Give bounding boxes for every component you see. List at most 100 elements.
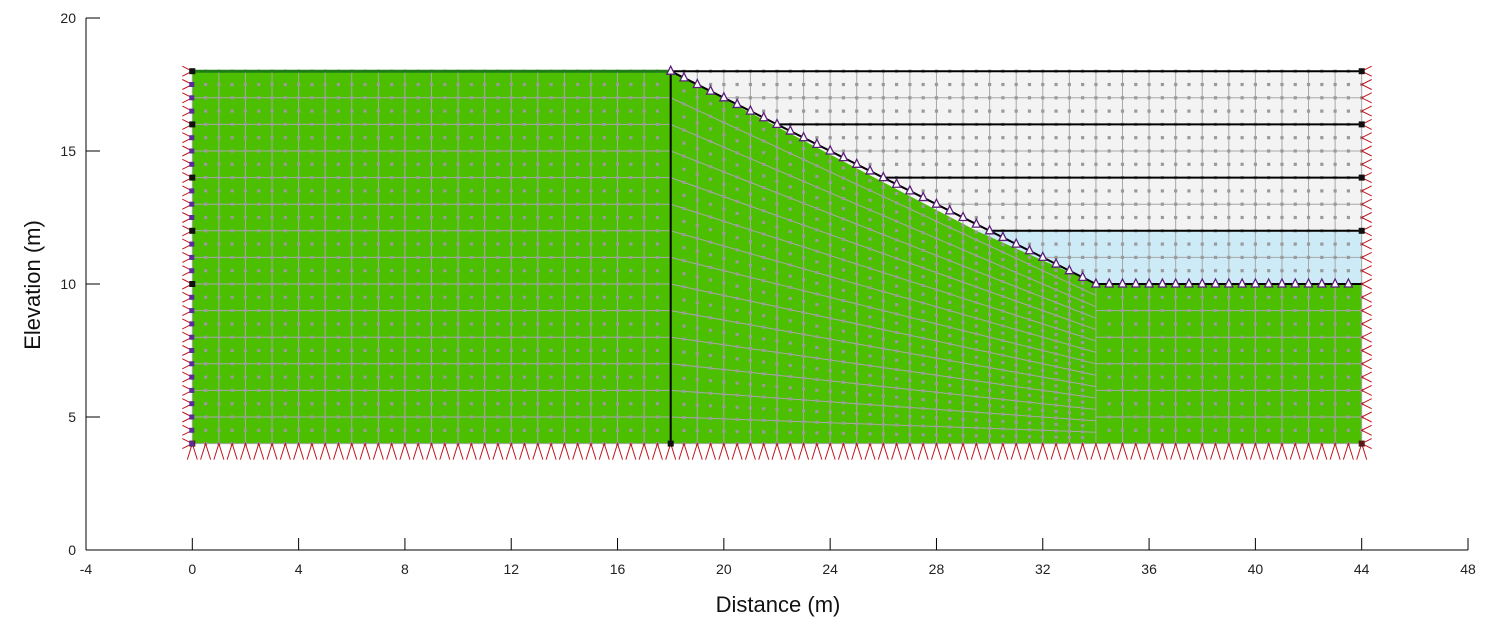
- mesh-node: [429, 162, 434, 166]
- mesh-node: [310, 269, 314, 273]
- mesh-node: [655, 229, 660, 233]
- mesh-node: [310, 202, 314, 206]
- mesh-node: [1054, 416, 1058, 420]
- mesh-node: [1280, 215, 1284, 220]
- mesh-node: [708, 328, 713, 332]
- mesh-node: [257, 402, 261, 406]
- mesh-node: [1027, 380, 1032, 384]
- mesh-node: [403, 309, 407, 313]
- mesh-node: [855, 372, 859, 376]
- mesh-node: [589, 202, 593, 206]
- fixity-bottom: [758, 441, 770, 460]
- mesh-node: [283, 295, 287, 299]
- mesh-node: [429, 402, 434, 406]
- mesh-node: [1333, 82, 1337, 87]
- surface-marker: [1011, 237, 1022, 248]
- mesh-node: [1147, 136, 1151, 140]
- mesh-node: [1120, 428, 1125, 432]
- mesh-node: [217, 229, 221, 233]
- mesh-node: [1081, 269, 1085, 273]
- mesh-node: [509, 96, 513, 100]
- mesh-node: [243, 335, 248, 339]
- mesh-node: [496, 282, 500, 286]
- mesh-node: [762, 360, 766, 364]
- mesh-node: [1107, 215, 1111, 220]
- mesh-node: [1147, 162, 1151, 166]
- mesh-node: [522, 176, 527, 180]
- mesh-node: [722, 108, 726, 112]
- mesh-node: [416, 255, 420, 259]
- mesh-node: [722, 170, 726, 174]
- mesh-node: [1081, 382, 1085, 386]
- mesh-node: [270, 215, 274, 220]
- mesh-node: [416, 215, 420, 220]
- mesh-node: [283, 149, 287, 153]
- mesh-node: [948, 417, 952, 421]
- mesh-node: [390, 322, 394, 326]
- mesh-node: [642, 428, 646, 432]
- mesh-node: [376, 309, 380, 313]
- mesh-node: [390, 189, 394, 193]
- mesh-node: [429, 96, 434, 100]
- mesh-node: [961, 96, 965, 100]
- mesh-node: [708, 416, 713, 421]
- mesh-node: [855, 202, 859, 206]
- mesh-node: [1041, 242, 1045, 246]
- mesh-node: [562, 109, 566, 113]
- mesh-node: [1054, 358, 1058, 362]
- mesh-node: [1293, 162, 1297, 166]
- mesh-node: [948, 259, 952, 263]
- mesh-node: [350, 362, 354, 366]
- mesh-node: [230, 215, 234, 220]
- mesh-node: [310, 375, 314, 379]
- mesh-node: [217, 388, 221, 392]
- mesh-node: [1160, 255, 1164, 259]
- mesh-node: [297, 269, 301, 273]
- mesh-node: [1320, 428, 1324, 432]
- mesh-node: [549, 335, 553, 339]
- mesh-node: [841, 166, 846, 170]
- mesh-node: [1081, 335, 1085, 339]
- mesh-node: [629, 202, 633, 206]
- mesh-node: [629, 189, 633, 193]
- mesh-node: [642, 375, 646, 379]
- mesh-node: [948, 300, 952, 304]
- surface-marker: [1144, 277, 1155, 288]
- mesh-node: [509, 375, 513, 379]
- mesh-node: [1107, 428, 1111, 432]
- mesh-node: [310, 136, 314, 140]
- mesh-node: [469, 136, 473, 140]
- mesh-node: [456, 229, 460, 233]
- surface-marker: [1037, 250, 1048, 262]
- mesh-node: [576, 282, 580, 286]
- mesh-node: [323, 428, 327, 432]
- mesh-node: [217, 255, 221, 259]
- mesh-node: [1001, 96, 1005, 100]
- mesh-node: [1280, 255, 1284, 259]
- mesh-node: [443, 202, 447, 206]
- fixity-bottom: [279, 441, 291, 460]
- mesh-node: [230, 428, 234, 432]
- mesh-node: [589, 282, 593, 286]
- mesh-node: [934, 433, 939, 437]
- mesh-node: [469, 295, 473, 299]
- mesh-node: [801, 82, 806, 87]
- mesh-node: [1187, 295, 1191, 299]
- mesh-node: [855, 282, 859, 286]
- mesh-node: [921, 433, 925, 437]
- mesh-node: [416, 109, 420, 113]
- mesh-node: [894, 330, 899, 335]
- mesh-node: [1253, 335, 1257, 339]
- mesh-node: [203, 388, 208, 392]
- mesh-node: [974, 277, 978, 281]
- mesh-node: [1187, 149, 1191, 153]
- mesh-node: [536, 428, 540, 432]
- mesh-node: [297, 162, 301, 166]
- mesh-node: [562, 402, 566, 406]
- mesh-node: [456, 362, 460, 366]
- mesh-node: [868, 344, 872, 348]
- mesh-node: [655, 362, 660, 366]
- mesh-node: [522, 229, 527, 233]
- mesh-node: [469, 176, 473, 180]
- mesh-node: [1041, 82, 1045, 87]
